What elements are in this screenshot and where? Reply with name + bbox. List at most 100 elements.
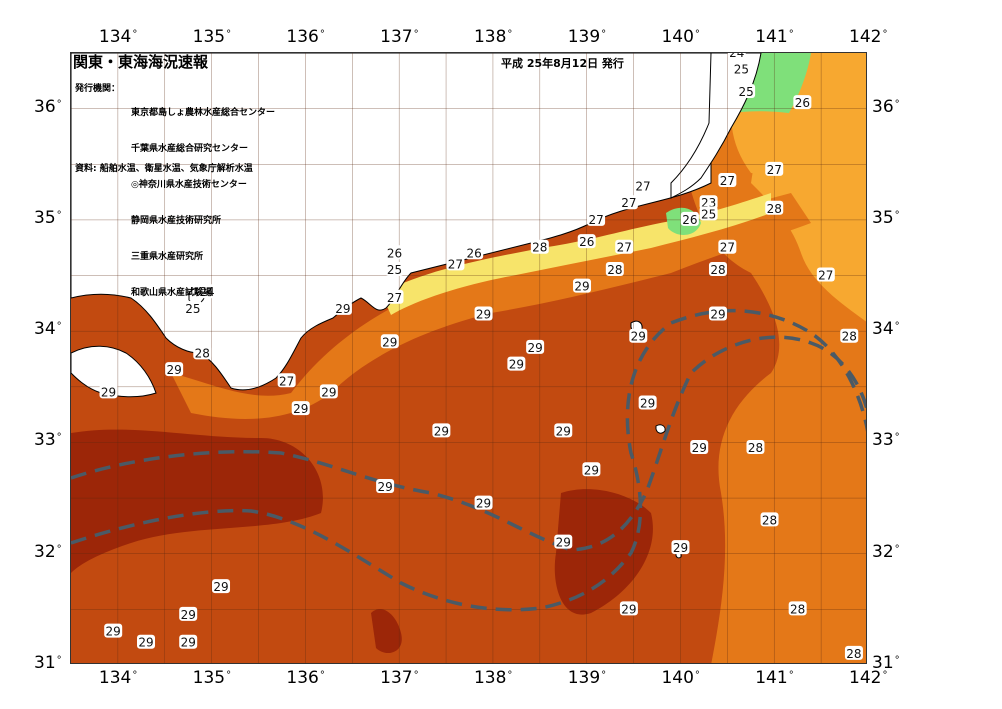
temperature-label: 29 [382, 335, 397, 349]
temperature-label-bg [699, 195, 718, 210]
latitude-tick-left: 35° [34, 207, 62, 228]
temperature-label: 28 [195, 346, 210, 360]
map-title: 関東・東海海況速報 [73, 53, 209, 71]
temperature-label-bg [554, 423, 573, 438]
temperature-label: 27 [818, 269, 833, 283]
temperature-label: 29 [335, 302, 350, 316]
longitude-tick-bottom: 134° [98, 668, 138, 688]
temperature-label-bg [746, 440, 765, 455]
temperature-label-bg [615, 239, 634, 254]
longitude-tick-bottom: 138° [473, 668, 513, 688]
temperature-label-bg [526, 339, 545, 354]
latitude-tick-right: 31° [872, 653, 900, 673]
temperature-label: 29 [476, 307, 491, 321]
temperature-label-bg [385, 245, 404, 260]
temperature-label: 28 [532, 241, 547, 255]
temperature-label-bg [137, 634, 156, 649]
temperature-label: 24 [729, 53, 744, 60]
temperature-label: 29 [434, 424, 449, 438]
temperature-label-bg [376, 478, 395, 493]
temperature-label-bg [760, 512, 779, 527]
temperature-label: 28 [607, 263, 622, 277]
temperature-label-bg [671, 540, 690, 555]
temperature-label-bg [104, 623, 123, 638]
temperature-label: 28 [767, 202, 782, 216]
temperature-label: 27 [617, 241, 632, 255]
kuroshio-axis-upper [71, 335, 866, 552]
longitude-tick-bottom: 137° [380, 668, 419, 688]
temperature-label: 27 [448, 257, 463, 271]
temperature-label: 29 [101, 385, 116, 399]
temperature-label-bg [197, 284, 216, 299]
land-shikoku [71, 345, 157, 398]
temperature-label: 28 [842, 330, 857, 344]
kuroshio-axis-lower [71, 308, 866, 612]
latitude-tick-left: 36° [34, 96, 62, 117]
temperature-label-bg [680, 211, 699, 226]
temperature-label: 25 [185, 302, 200, 316]
latitude-tick-left: 31° [34, 653, 62, 673]
temperature-label: 26 [579, 235, 594, 249]
temperature-label-bg [582, 462, 601, 477]
temperature-label: 29 [556, 536, 571, 550]
latitude-tick-right: 36° [872, 96, 900, 117]
temperature-label: 29 [556, 424, 571, 438]
temperature-label-bg [727, 53, 746, 59]
temperature-label-bg [193, 345, 212, 360]
longitude-tick-top: 135° [192, 27, 232, 47]
temperature-label: 29 [673, 541, 688, 555]
temperature-label: 27 [387, 291, 402, 305]
temperature-label-bg [840, 328, 859, 343]
temperature-label-bg [708, 261, 727, 276]
temperature-label-bg [573, 278, 592, 293]
temperature-label: 29 [574, 280, 589, 294]
issuer-5: 三重県水産研究所 [131, 252, 204, 262]
temperature-label: 25 [701, 207, 716, 221]
latitude-tick-right: 34° [872, 319, 900, 340]
temperature-label-bg [385, 261, 404, 276]
temperature-label: 27 [279, 374, 294, 388]
issue-date: 平成 25年8月12日 発行 [501, 57, 624, 70]
issuer-3: ◎神奈川県水産技術センター [131, 180, 247, 190]
longitude-tick-top: 136° [286, 27, 325, 47]
temperature-label: 29 [181, 608, 196, 622]
temperature-label: 25 [734, 63, 749, 77]
sea-temperature-map: 24 25 25 26 27 27 28 23 25 26 27 28 27 27 27 27 26 27 28 28… [70, 52, 867, 664]
temperature-label: 28 [846, 647, 861, 661]
temperature-label: 29 [293, 402, 308, 416]
temperature-label-bg [718, 239, 737, 254]
issuer-6: 和歌山県水産試験場 [131, 288, 213, 298]
temperature-label: 29 [584, 463, 599, 477]
temperature-label-bg [277, 373, 296, 388]
longitude-tick-bottom: 142° [849, 668, 888, 688]
temperature-label-bg [633, 178, 652, 193]
temperature-label-bg [629, 328, 648, 343]
temperature-label-bg [619, 195, 638, 210]
temperature-label: 25 [387, 263, 402, 277]
temperature-label-bg [183, 300, 202, 315]
temperature-label: 29 [631, 330, 646, 344]
temperature-label-bg [530, 239, 549, 254]
land-miyakejima [655, 424, 666, 434]
temperature-label: 27 [767, 163, 782, 177]
temperature-label: 29 [138, 636, 153, 650]
temperature-label: 27 [720, 174, 735, 188]
issuer-2: 千葉県水産総合研究センター [131, 144, 249, 154]
temperature-label: 24 [199, 285, 214, 299]
longitude-tick-top: 137° [380, 27, 419, 47]
temperature-label-bg [577, 234, 596, 249]
temperature-label: 29 [167, 363, 182, 377]
temperature-label-bg [737, 83, 756, 98]
temperature-label: 29 [710, 307, 725, 321]
temperature-label: 28 [710, 263, 725, 277]
temperature-label-bg [446, 256, 465, 271]
latitude-tick-right: 32° [872, 541, 900, 562]
temperature-label: 27 [588, 213, 603, 227]
temperature-label-bg [765, 161, 784, 176]
temperature-label-bg [165, 362, 184, 377]
issuer-4: 静岡県水産技術研究所 [131, 216, 222, 226]
issuer-list: 東京都島しょ農林水産総合センター 千葉県水産総合研究センター ◎神奈川県水産技術… [131, 83, 275, 323]
temperature-label-bg [212, 579, 231, 594]
temperature-label-bg [844, 645, 863, 660]
latitude-tick-right: 35° [872, 207, 900, 228]
